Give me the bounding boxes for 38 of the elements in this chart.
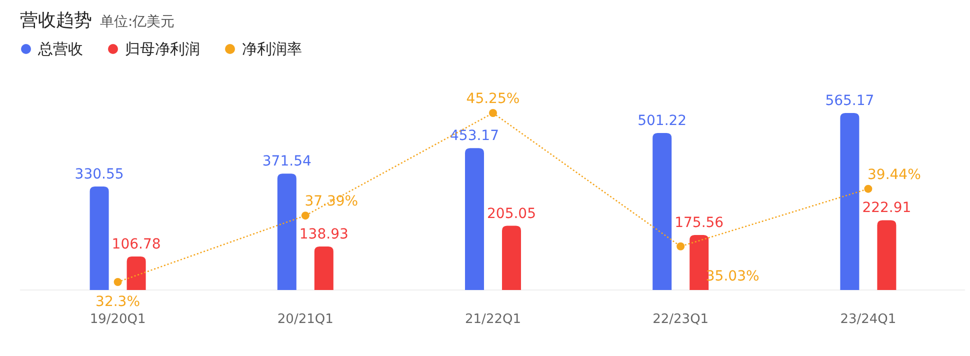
data-label: 205.05 [487,206,536,222]
legend-label: 总营收 [37,40,83,58]
data-label: 39.44% [868,166,921,183]
x-tick-label: 19/20Q1 [90,312,146,327]
data-label: 453.17 [450,128,499,144]
chart-subtitle: 单位:亿美元 [100,14,175,30]
point [301,212,310,220]
bar [277,174,296,290]
data-label: 371.54 [262,154,312,170]
bar [690,235,709,290]
data-label: 501.22 [638,113,687,130]
x-tick-label: 22/23Q1 [652,312,709,327]
data-label: 222.91 [862,200,912,216]
point [114,278,122,286]
data-label: 565.17 [825,93,874,109]
data-label: 138.93 [299,226,348,242]
bar [877,220,896,290]
chart-title: 营收趋势 [20,10,92,31]
x-tick-label: 23/24Q1 [840,312,896,327]
bar [126,256,146,290]
bar [652,133,672,290]
bar [314,246,334,290]
x-tick-label: 20/21Q1 [277,312,334,327]
bar [465,148,484,290]
data-label: 330.55 [74,166,124,182]
data-label: 45.25% [466,91,520,107]
x-tick-label: 21/22Q1 [465,312,521,327]
data-label: 32.3% [96,294,140,310]
point [864,184,872,193]
data-label: 175.56 [674,215,724,232]
legend-label: 净利润率 [242,40,302,58]
bar [502,226,521,290]
bar [90,186,109,290]
bar [840,113,860,290]
data-label: 106.78 [112,236,161,253]
point [676,242,685,250]
legend-label: 归母净利润 [125,40,200,58]
point [489,109,497,117]
